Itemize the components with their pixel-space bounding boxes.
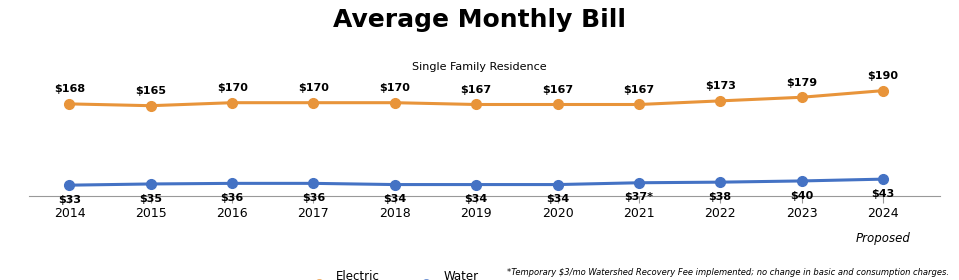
Text: $173: $173 xyxy=(705,81,736,91)
Text: $167: $167 xyxy=(460,85,492,95)
Text: $36: $36 xyxy=(221,193,244,203)
Text: $34: $34 xyxy=(384,194,407,204)
Text: $170: $170 xyxy=(217,83,247,93)
Text: $43: $43 xyxy=(872,189,895,199)
Text: $35: $35 xyxy=(139,194,162,204)
Text: Single Family Residence: Single Family Residence xyxy=(412,62,547,72)
Text: $190: $190 xyxy=(867,71,899,81)
Text: $36: $36 xyxy=(302,193,325,203)
Text: $167: $167 xyxy=(623,85,654,95)
Text: *Temporary $3/mo Watershed Recovery Fee implemented; no change in basic and cons: *Temporary $3/mo Watershed Recovery Fee … xyxy=(507,268,949,277)
Text: $179: $179 xyxy=(786,78,817,88)
Text: $38: $38 xyxy=(709,192,732,202)
Text: Average Monthly Bill: Average Monthly Bill xyxy=(333,8,626,32)
Text: $34: $34 xyxy=(546,194,569,204)
Text: $40: $40 xyxy=(790,191,813,201)
Text: $167: $167 xyxy=(542,85,573,95)
Text: $34: $34 xyxy=(464,194,488,204)
Text: $170: $170 xyxy=(380,83,410,93)
Text: $165: $165 xyxy=(135,86,166,96)
Text: $33: $33 xyxy=(58,195,81,205)
Text: Proposed: Proposed xyxy=(855,232,910,245)
Legend: Electric
1,600 kWh, Water
9 kgal: Electric 1,600 kWh, Water 9 kgal xyxy=(307,270,480,280)
Text: $170: $170 xyxy=(298,83,329,93)
Text: $37*: $37* xyxy=(624,192,653,202)
Text: $168: $168 xyxy=(54,84,85,94)
